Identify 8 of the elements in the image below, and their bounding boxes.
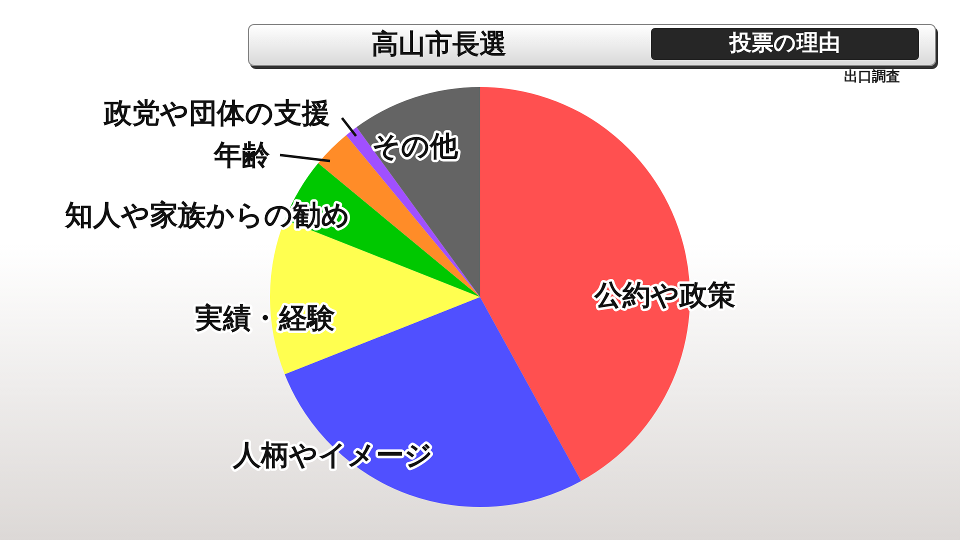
chart-title: 高山市長選 — [370, 28, 508, 62]
slice-label: その他 — [372, 129, 459, 162]
text: 投票の理由 — [651, 28, 919, 60]
slice-label: 政党や団体の支援 — [103, 96, 330, 130]
text: 出口調査 — [844, 68, 900, 86]
slice-label: 年齢 — [213, 138, 270, 172]
slice-label: 人柄やイメージ — [232, 438, 433, 472]
slice-label: 実績・経験 — [194, 301, 335, 334]
